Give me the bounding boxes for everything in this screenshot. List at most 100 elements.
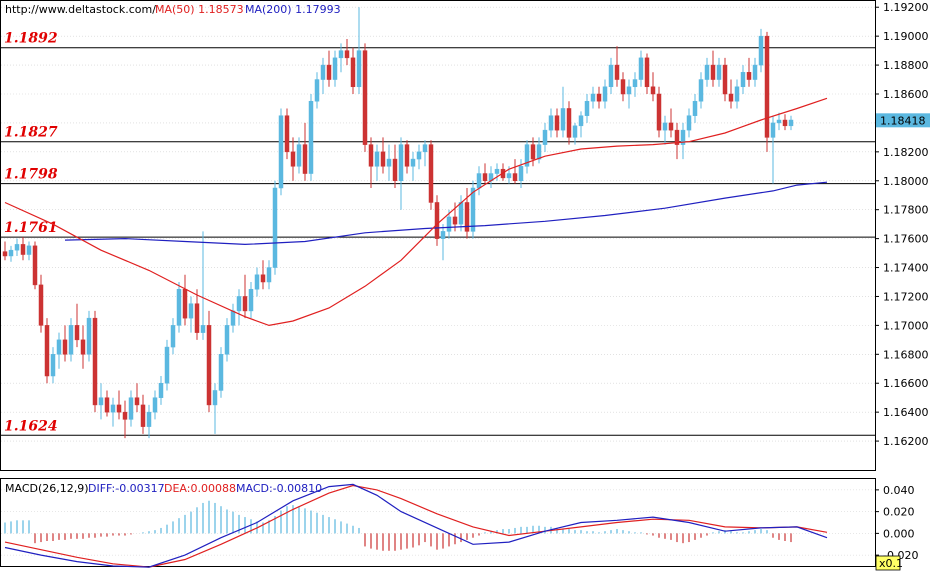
ma50-legend: MA(50) 1.18573 xyxy=(155,3,244,16)
candle-body xyxy=(506,173,512,179)
candle-body xyxy=(308,100,314,174)
macd-histogram xyxy=(4,500,792,551)
candle-body xyxy=(320,64,326,80)
candle xyxy=(572,122,578,145)
candle xyxy=(320,57,326,94)
candle xyxy=(176,282,182,333)
candle xyxy=(650,72,656,102)
candle xyxy=(68,318,74,362)
candle xyxy=(266,260,272,290)
candle xyxy=(644,53,650,94)
candle-body xyxy=(248,288,254,312)
candle xyxy=(362,43,368,152)
candle xyxy=(548,108,554,138)
candle xyxy=(140,394,146,434)
candle-body xyxy=(374,151,380,167)
candle-body xyxy=(68,325,74,355)
candle xyxy=(170,318,176,355)
candle-body xyxy=(560,108,566,131)
candle xyxy=(608,57,614,94)
price-tick-label: 1.18600 xyxy=(883,88,929,101)
candle xyxy=(422,140,428,167)
last-price-tag: 1.18418 xyxy=(876,113,930,128)
candle xyxy=(44,318,50,384)
candle-body xyxy=(476,173,482,189)
candle-body xyxy=(680,129,686,145)
candle-body xyxy=(224,325,230,355)
candle xyxy=(710,50,716,87)
price-tick-label: 1.16400 xyxy=(883,406,929,419)
candle-body xyxy=(770,122,776,138)
candle xyxy=(584,94,590,123)
candle-body xyxy=(266,267,272,283)
price-tick-label: 1.16800 xyxy=(883,348,929,361)
candle-body xyxy=(674,129,680,145)
candle-body xyxy=(368,144,374,167)
candle xyxy=(254,267,260,297)
candle xyxy=(74,303,80,348)
candle xyxy=(218,347,224,398)
candle xyxy=(50,347,56,384)
candle xyxy=(542,122,548,152)
candle-body xyxy=(746,72,752,80)
candle-body xyxy=(704,64,710,80)
candle xyxy=(512,159,518,184)
candle-body xyxy=(92,317,98,406)
candle-body xyxy=(404,144,410,167)
candle xyxy=(278,108,284,196)
candle-body xyxy=(56,339,62,355)
candle-body xyxy=(578,115,584,127)
candle-body xyxy=(164,346,170,384)
candle-body xyxy=(314,79,320,102)
candle-body xyxy=(122,411,128,420)
candle-body xyxy=(596,93,602,102)
candle-body xyxy=(590,93,596,102)
candle-body xyxy=(200,325,206,333)
candle-body xyxy=(2,251,8,257)
last-price-tag-bg xyxy=(876,113,930,128)
candle xyxy=(464,188,470,239)
candle-body xyxy=(548,115,554,131)
candle xyxy=(32,241,38,290)
candle xyxy=(602,79,608,109)
candle xyxy=(746,57,752,87)
candle xyxy=(590,86,596,109)
candle-body xyxy=(518,166,524,182)
candle xyxy=(470,180,476,239)
candle xyxy=(764,31,770,152)
candle-body xyxy=(176,288,182,326)
candle xyxy=(158,376,164,405)
candle xyxy=(668,108,674,138)
candle-body xyxy=(710,64,716,80)
candle-body xyxy=(302,144,308,174)
candle xyxy=(92,310,98,413)
candle-body xyxy=(566,108,572,138)
scale-badge-label: x0.1 xyxy=(879,557,903,570)
candle-body xyxy=(602,86,608,102)
candle-body xyxy=(410,158,416,167)
candle xyxy=(374,144,380,181)
candle xyxy=(272,180,278,275)
candle xyxy=(248,282,254,319)
macd-tick-label: 0.040 xyxy=(883,484,915,497)
candle xyxy=(524,140,530,174)
candle xyxy=(56,332,62,369)
price-tick-label: 1.18800 xyxy=(883,59,929,72)
candle-body xyxy=(188,303,194,319)
candle-body xyxy=(398,144,404,182)
price-tick-label: 1.17600 xyxy=(883,233,929,246)
candle-body xyxy=(620,79,626,95)
candle xyxy=(350,47,356,94)
candle xyxy=(788,115,794,131)
candle-body xyxy=(782,119,788,127)
candle-body xyxy=(752,64,758,80)
candle xyxy=(566,101,572,145)
candle xyxy=(26,241,32,261)
candle xyxy=(110,397,116,427)
candle-body xyxy=(170,325,176,348)
candle xyxy=(344,39,350,66)
level-label: 1.1827 xyxy=(4,125,58,141)
candle-body xyxy=(104,397,110,413)
